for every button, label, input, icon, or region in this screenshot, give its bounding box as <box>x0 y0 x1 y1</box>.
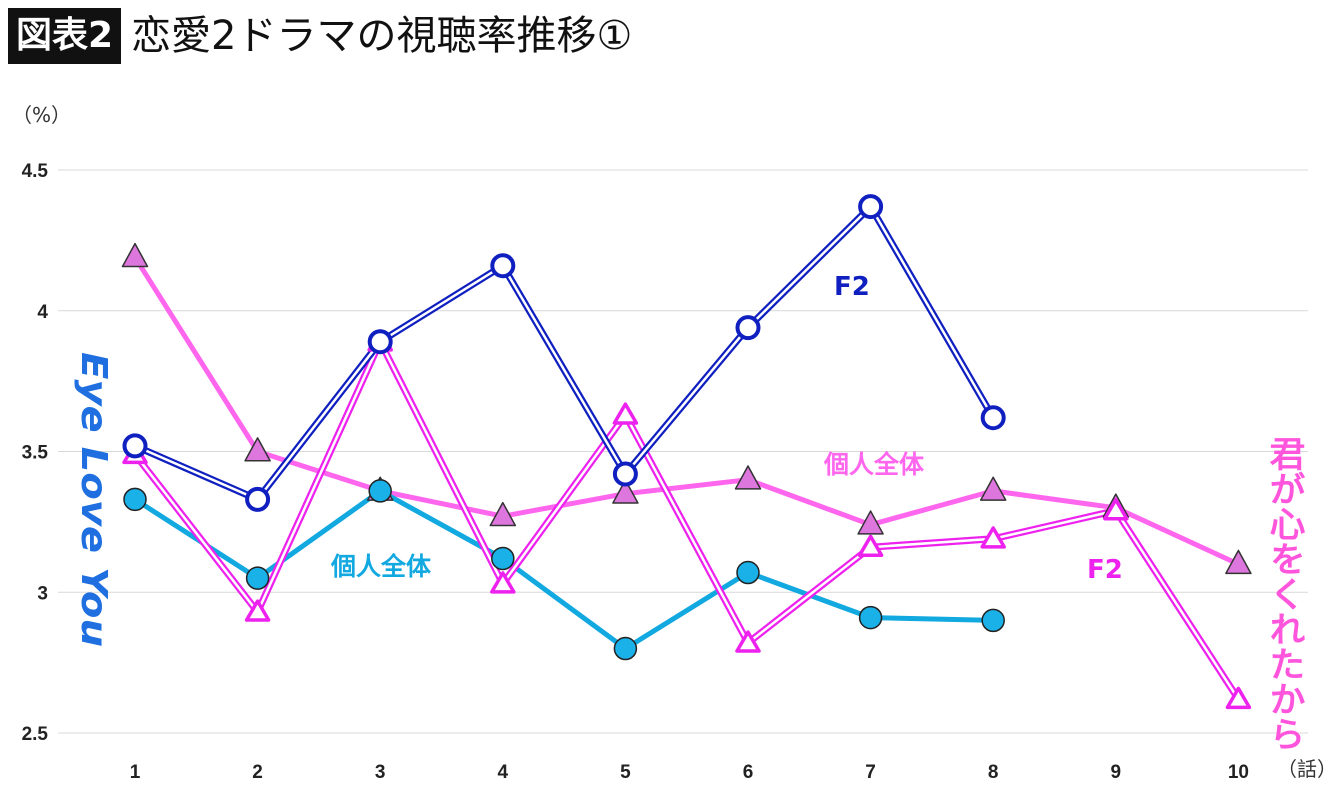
data-point <box>245 486 271 512</box>
series-label: 個人全体 <box>823 450 925 479</box>
data-point <box>981 608 1005 633</box>
chart-title: 恋愛2ドラマの視聴率推移① <box>131 13 633 59</box>
data-point <box>244 437 271 462</box>
x-tick-label: 10 <box>1228 762 1249 783</box>
drama-title-kimi-ga-kokoro: 君が心をくれたから <box>1264 436 1306 751</box>
series-markers <box>121 194 1252 710</box>
data-point <box>734 465 762 490</box>
gridlines <box>58 169 1308 734</box>
data-point <box>979 476 1007 501</box>
data-point <box>612 461 638 487</box>
y-tick-label: 3 <box>37 583 48 604</box>
data-point <box>367 329 393 355</box>
data-point <box>857 534 884 558</box>
data-point <box>122 433 148 459</box>
y-tick-label: 4.5 <box>22 161 49 182</box>
series-labels: F2 個人全体 F2 個人全体 Eye Love You 君が心をくれたから <box>73 272 1306 751</box>
data-point <box>490 571 516 594</box>
data-point <box>736 560 760 585</box>
x-tick-label: 8 <box>988 762 999 783</box>
data-point <box>980 405 1006 431</box>
x-tick-label: 5 <box>620 762 631 783</box>
data-point <box>858 605 883 630</box>
drama-title-eye-love-you: Eye Love You <box>73 352 114 647</box>
data-point <box>491 546 515 571</box>
data-point <box>368 479 392 503</box>
data-point <box>123 487 147 512</box>
data-point <box>121 242 149 268</box>
data-point <box>1225 686 1252 710</box>
series-label: F2 <box>1087 555 1123 585</box>
figure-number-badge: 図表2 <box>8 8 122 64</box>
y-tick-label: 3.5 <box>22 443 49 464</box>
figure-header: 図表2 恋愛2ドラマの視聴率推移① <box>8 8 632 64</box>
data-point <box>245 566 270 590</box>
data-point <box>858 194 884 220</box>
x-tick-label: 7 <box>865 762 876 783</box>
x-tick-label: 3 <box>375 762 386 783</box>
series-label: 個人全体 <box>330 552 432 581</box>
series-line-inner <box>134 205 995 501</box>
x-tick-label: 9 <box>1111 762 1122 783</box>
x-axis-ticks: 1 2 3 4 5 6 7 8 9 10 <box>130 762 1249 783</box>
y-tick-label: 4 <box>37 302 48 323</box>
data-point <box>1225 549 1252 575</box>
y-axis-ticks: 2.5 3 3.5 4 4.5 <box>22 161 49 745</box>
x-tick-label: 1 <box>130 762 141 783</box>
data-point <box>857 510 884 535</box>
data-point <box>735 630 761 653</box>
data-point <box>489 501 517 527</box>
series-lines <box>132 203 1242 702</box>
data-point <box>612 479 639 504</box>
y-axis-unit: （%） <box>12 103 71 127</box>
data-point <box>980 526 1006 549</box>
x-tick-label: 6 <box>743 762 754 783</box>
data-point <box>612 402 639 425</box>
data-point <box>244 599 271 622</box>
data-point <box>613 636 638 661</box>
data-point <box>490 253 516 279</box>
series-label: F2 <box>834 272 870 302</box>
data-point <box>735 315 761 341</box>
x-axis-unit: （話） <box>1277 757 1337 781</box>
data-point <box>1103 498 1129 521</box>
y-tick-label: 2.5 <box>22 724 49 745</box>
x-tick-label: 2 <box>252 762 263 783</box>
series-line-inner <box>134 340 1240 700</box>
x-tick-label: 4 <box>498 762 509 783</box>
